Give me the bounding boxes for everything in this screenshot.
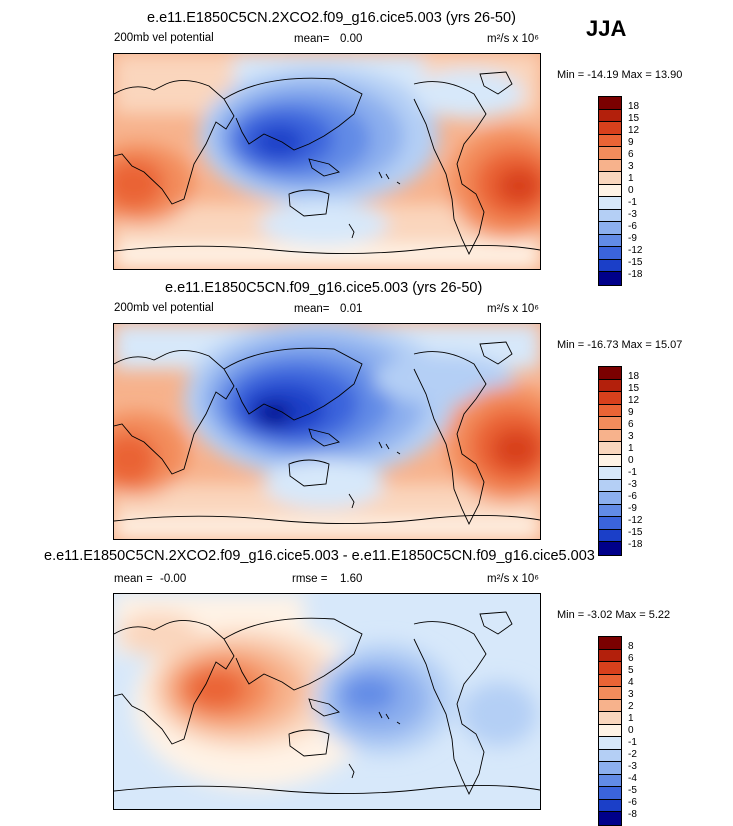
- colorbar-tick: 3: [628, 689, 634, 700]
- panel2-mean-label: mean=: [294, 303, 330, 315]
- colorbar-tick: 18: [628, 371, 640, 382]
- colorbar-tick: 12: [628, 125, 640, 136]
- season-label: JJA: [586, 16, 627, 41]
- panel2-field-label: 200mb vel potential: [114, 302, 214, 314]
- colorbar-tick: 6: [628, 653, 634, 664]
- colorbar-tick: -18: [628, 539, 643, 550]
- panel3-map: [113, 593, 541, 810]
- panel1-mean-label: mean=: [294, 33, 330, 45]
- panel2-map: [113, 323, 541, 540]
- colorbar-tick: 1: [628, 713, 634, 724]
- colorbar-tick: -1: [628, 737, 637, 748]
- colorbar-tick: -6: [628, 797, 637, 808]
- colorbar-tick: 8: [628, 641, 634, 652]
- colorbar-tick: 0: [628, 725, 634, 736]
- colorbar-tick: 3: [628, 161, 634, 172]
- panel2-mean-value: 0.01: [340, 303, 363, 315]
- colorbar-tick: -9: [628, 233, 637, 244]
- colorbar-tick: 5: [628, 665, 634, 676]
- colorbar-tick: -8: [628, 809, 637, 820]
- colorbar-tick: -6: [628, 221, 637, 232]
- colorbar-tick: -15: [628, 527, 643, 538]
- panel3-mean-value: -0.00: [160, 573, 187, 585]
- panel1-min-max: Min = -14.19 Max = 13.90: [557, 69, 683, 81]
- colorbar-tick: -3: [628, 479, 637, 490]
- panel3-colorbar: [598, 636, 622, 826]
- panel1-units: m²/s x 10⁶: [487, 33, 540, 45]
- colorbar-tick: -4: [628, 773, 637, 784]
- colorbar-tick: 6: [628, 149, 634, 160]
- colorbar-tick: 1: [628, 443, 634, 454]
- panel3-mean-label: mean =: [114, 573, 153, 585]
- colorbar-tick: -18: [628, 269, 643, 280]
- panel2-title: e.e11.E1850C5CN.f09_g16.cice5.003 (yrs 2…: [165, 280, 483, 296]
- panel2-units: m²/s x 10⁶: [487, 303, 540, 315]
- colorbar-tick: 9: [628, 137, 634, 148]
- colorbar-tick: 3: [628, 431, 634, 442]
- panel3-rmse-value: 1.60: [340, 573, 363, 585]
- colorbar-tick: 15: [628, 113, 640, 124]
- colorbar-tick: -2: [628, 749, 637, 760]
- colorbar-tick: 12: [628, 395, 640, 406]
- colorbar-tick: 0: [628, 185, 634, 196]
- panel1-field-label: 200mb vel potential: [114, 32, 214, 44]
- colorbar-tick: 4: [628, 677, 634, 688]
- colorbar-tick: -1: [628, 467, 637, 478]
- colorbar-tick: 18: [628, 101, 640, 112]
- panel1-title: e.e11.E1850C5CN.2XCO2.f09_g16.cice5.003 …: [147, 10, 516, 26]
- panel3-units: m²/s x 10⁶: [487, 573, 540, 585]
- colorbar-tick: -15: [628, 257, 643, 268]
- colorbar-tick: 9: [628, 407, 634, 418]
- colorbar-tick: 2: [628, 701, 634, 712]
- panel1-mean-value: 0.00: [340, 33, 363, 45]
- panel3-min-max: Min = -3.02 Max = 5.22: [557, 609, 671, 621]
- colorbar-tick: -3: [628, 209, 637, 220]
- colorbar-tick: -6: [628, 491, 637, 502]
- colorbar-tick: -12: [628, 515, 643, 526]
- colorbar-tick: -9: [628, 503, 637, 514]
- panel3-title: e.e11.E1850C5CN.2XCO2.f09_g16.cice5.003 …: [44, 548, 595, 564]
- colorbar-tick: 0: [628, 455, 634, 466]
- panel2-min-max: Min = -16.73 Max = 15.07: [557, 339, 683, 351]
- panel1-map: [113, 53, 541, 270]
- colorbar-tick: -5: [628, 785, 637, 796]
- colorbar-tick: 1: [628, 173, 634, 184]
- panel1-colorbar: [598, 96, 622, 286]
- colorbar-tick: 15: [628, 383, 640, 394]
- colorbar-tick: 6: [628, 419, 634, 430]
- colorbar-tick: -3: [628, 761, 637, 772]
- colorbar-tick: -12: [628, 245, 643, 256]
- colorbar-tick: -1: [628, 197, 637, 208]
- panel3-rmse-label: rmse =: [292, 573, 328, 585]
- panel2-colorbar: [598, 366, 622, 556]
